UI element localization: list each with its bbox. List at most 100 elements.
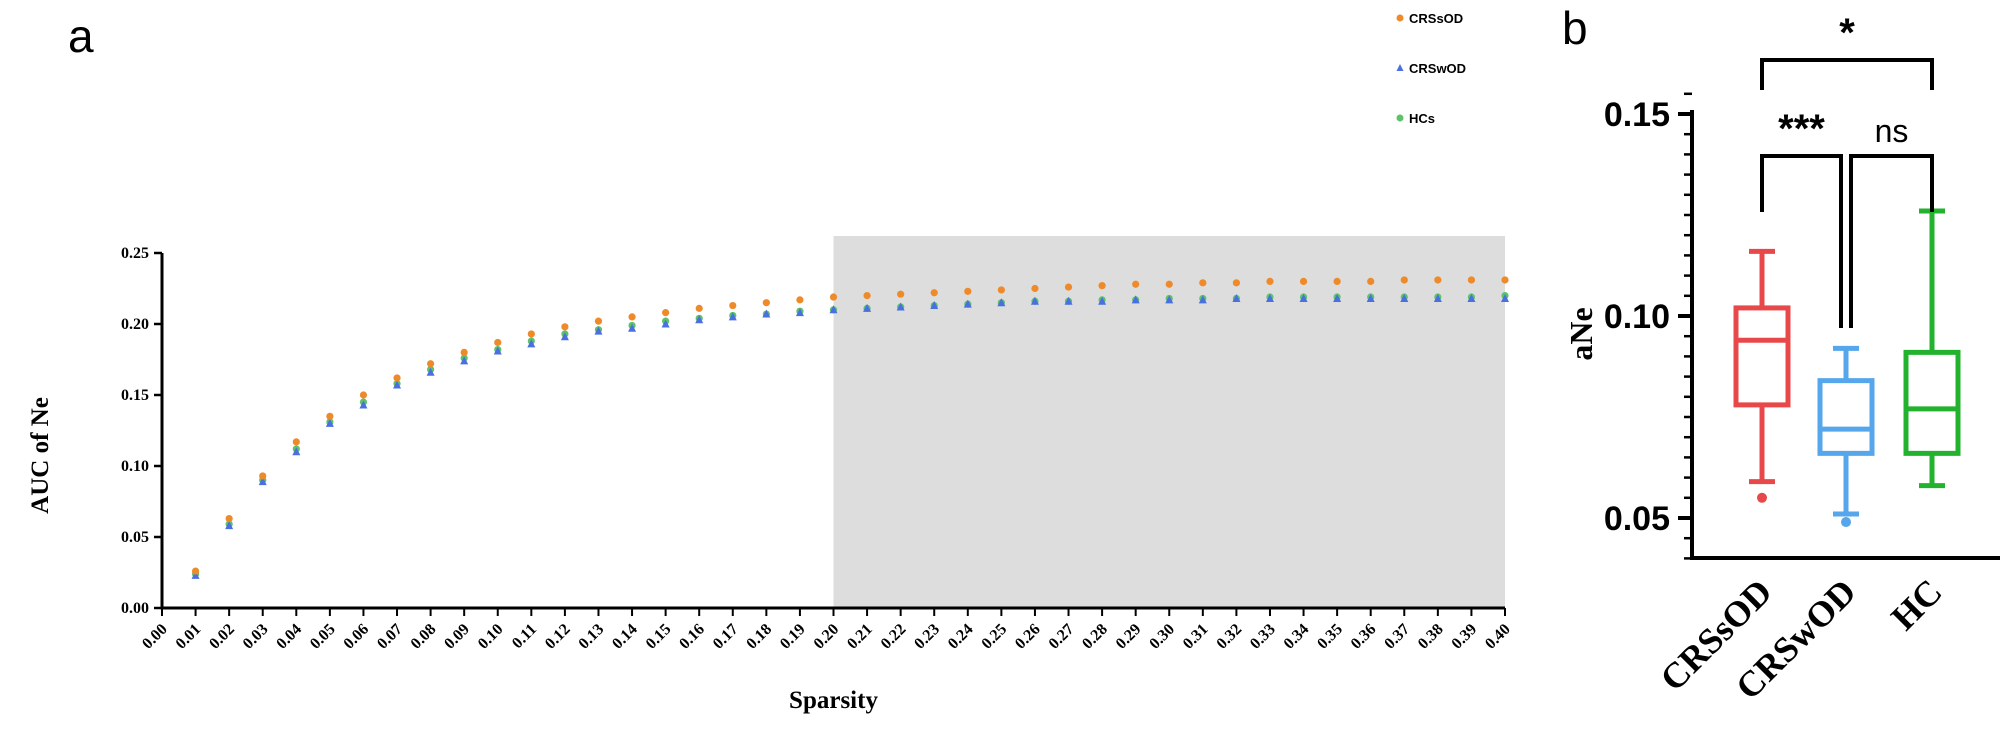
y-axis-title: aNe	[1563, 307, 1599, 360]
x-tick-label: 0.16	[676, 621, 708, 653]
x-tick-label: 0.15	[643, 621, 675, 653]
x-tick-label: 0.12	[542, 621, 574, 653]
x-tick-label: 0.22	[878, 621, 910, 653]
data-point	[1265, 293, 1274, 302]
data-point	[863, 292, 871, 300]
y-tick-label: 0.10	[121, 458, 149, 475]
data-point	[628, 313, 636, 321]
data-point	[527, 339, 536, 348]
legend-marker	[1396, 114, 1404, 122]
data-point	[359, 391, 368, 399]
x-tick-label: 0.03	[240, 621, 272, 653]
x-tick-label: 0.07	[374, 621, 406, 653]
data-point	[494, 338, 502, 347]
x-tick-label: 0.26	[1012, 621, 1044, 653]
data-point	[695, 315, 704, 324]
data-point	[292, 438, 300, 446]
data-point	[1232, 279, 1240, 287]
data-point	[1333, 277, 1341, 285]
y-tick-label: 0.10	[1604, 298, 1670, 336]
x-tick-label: 0.17	[710, 621, 742, 653]
x-tick-label: 0.38	[1415, 621, 1447, 653]
x-tick-label: 0.39	[1448, 621, 1480, 653]
data-point	[1501, 276, 1509, 284]
data-point	[326, 412, 334, 420]
bracket-crssod-hc: *	[1760, 11, 1934, 90]
x-category-label: HC	[1883, 571, 1949, 637]
bracket-crswod-hc: ns	[1849, 113, 1934, 328]
x-axis-title: Sparsity	[789, 687, 878, 714]
data-point	[829, 293, 838, 301]
y-tick-label: 0.15	[121, 387, 149, 404]
data-point	[560, 332, 569, 341]
data-point	[964, 287, 972, 295]
x-tick-label: 0.28	[1079, 621, 1111, 653]
data-point	[325, 418, 334, 427]
data-point	[1132, 280, 1140, 288]
box-iqr	[1903, 349, 1961, 456]
data-point	[1501, 293, 1509, 302]
box-iqr	[1733, 305, 1791, 408]
significance-label: ***	[1778, 107, 1825, 151]
bracket-line	[1760, 154, 1843, 328]
data-point	[795, 308, 804, 317]
data-point	[729, 301, 737, 310]
data-point	[1199, 279, 1207, 287]
data-point	[1165, 295, 1174, 304]
data-point	[1165, 280, 1173, 288]
x-tick-label: 0.08	[408, 621, 440, 653]
x-tick-label: 0.01	[173, 621, 205, 653]
x-tick-label: 0.34	[1281, 621, 1313, 653]
data-point	[1333, 293, 1342, 302]
data-point	[427, 360, 435, 368]
data-point	[359, 400, 368, 409]
x-tick-label: 0.09	[441, 621, 473, 653]
bracket-line	[1760, 58, 1934, 90]
x-tick-label: 0.24	[945, 621, 977, 653]
bracket-crssod-crswod: ***	[1760, 107, 1843, 328]
data-point	[662, 309, 670, 317]
data-point	[1400, 276, 1408, 284]
significance-brackets: *** ns *	[1760, 11, 1934, 328]
data-point	[762, 299, 770, 307]
data-point	[527, 330, 535, 338]
data-point	[1433, 293, 1442, 302]
x-tick-label: 0.27	[1046, 621, 1078, 653]
x-tick-label: 0.04	[273, 621, 305, 653]
y-tick-label: 0.05	[121, 529, 149, 546]
data-point	[191, 570, 200, 579]
y-tick-label: 0.05	[1604, 500, 1670, 538]
x-tick-label: 0.32	[1213, 621, 1245, 653]
x-tick-label: 0.31	[1180, 621, 1212, 653]
y-axis-ticks: 0.05 0.10 0.15	[1604, 92, 1692, 560]
data-point	[259, 472, 267, 480]
x-tick-label: 0.05	[307, 621, 339, 653]
data-point	[225, 514, 233, 523]
x-tick-label: 0.10	[475, 621, 507, 653]
panel-b-letter: b	[1562, 2, 1588, 54]
x-tick-label: 0.13	[575, 621, 607, 653]
data-point	[460, 356, 469, 365]
data-point	[1098, 296, 1107, 305]
box-crswod	[1817, 345, 1875, 528]
series-crswod	[191, 293, 1509, 579]
y-tick-label: 0.00	[121, 600, 149, 617]
panel-a-letter: a	[68, 10, 94, 62]
data-point	[796, 296, 804, 304]
data-point	[829, 305, 838, 314]
box-hc	[1903, 208, 1961, 489]
x-axis-ticks: 0.00 0.01 0.02 0.03 0.04 0.05 0.06 0.07 0.08 0.09…	[139, 608, 1514, 653]
data-point	[292, 447, 301, 456]
data-point	[225, 521, 234, 530]
panel-a-auc-chart: a 0.000.050.100.150.200.25 0.00 0.01 0.02 0…	[27, 10, 1514, 714]
data-point	[1299, 277, 1308, 285]
data-point	[393, 374, 401, 382]
y-tick-label: 0.15	[1604, 96, 1670, 134]
data-point	[258, 477, 267, 486]
box-iqr	[1817, 378, 1875, 456]
data-point	[930, 289, 938, 297]
data-point	[628, 323, 637, 332]
data-point	[1467, 293, 1476, 302]
x-tick-label: 0.23	[911, 621, 943, 653]
